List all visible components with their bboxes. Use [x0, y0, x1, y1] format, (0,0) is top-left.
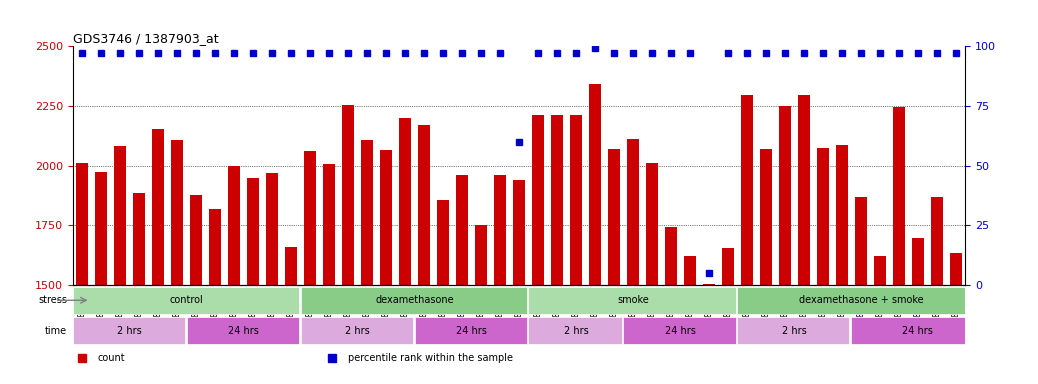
- Bar: [722, 248, 734, 384]
- Bar: [760, 149, 771, 384]
- Text: 2 hrs: 2 hrs: [782, 326, 807, 336]
- Bar: [475, 225, 487, 384]
- Text: 2 hrs: 2 hrs: [117, 326, 142, 336]
- FancyBboxPatch shape: [301, 317, 413, 344]
- Text: control: control: [170, 295, 203, 305]
- Bar: [817, 148, 828, 384]
- Text: 24 hrs: 24 hrs: [228, 326, 260, 336]
- Text: smoke: smoke: [617, 295, 649, 305]
- Bar: [741, 95, 753, 384]
- Bar: [798, 95, 810, 384]
- Bar: [114, 146, 126, 384]
- Bar: [285, 247, 297, 384]
- Bar: [703, 284, 714, 384]
- Bar: [437, 200, 448, 384]
- Bar: [304, 151, 316, 384]
- Bar: [514, 180, 524, 384]
- FancyBboxPatch shape: [414, 317, 526, 344]
- Text: 24 hrs: 24 hrs: [665, 326, 695, 336]
- FancyBboxPatch shape: [73, 317, 185, 344]
- Bar: [608, 149, 620, 384]
- Text: 2 hrs: 2 hrs: [564, 326, 589, 336]
- Bar: [95, 172, 107, 384]
- Bar: [134, 193, 145, 384]
- FancyBboxPatch shape: [737, 286, 982, 314]
- Bar: [627, 139, 638, 384]
- Text: percentile rank within the sample: percentile rank within the sample: [348, 353, 513, 363]
- Bar: [551, 115, 563, 384]
- Bar: [190, 195, 201, 384]
- FancyBboxPatch shape: [528, 286, 736, 314]
- Bar: [77, 163, 88, 384]
- Text: dexamethasone + smoke: dexamethasone + smoke: [798, 295, 923, 305]
- Bar: [324, 164, 335, 384]
- Text: count: count: [98, 353, 126, 363]
- Bar: [210, 209, 221, 384]
- Bar: [912, 238, 924, 384]
- Bar: [874, 257, 885, 384]
- Bar: [893, 107, 904, 384]
- FancyBboxPatch shape: [301, 286, 526, 314]
- Text: GDS3746 / 1387903_at: GDS3746 / 1387903_at: [73, 32, 218, 45]
- Bar: [400, 118, 411, 384]
- FancyBboxPatch shape: [73, 286, 299, 314]
- Bar: [665, 227, 677, 384]
- Text: 24 hrs: 24 hrs: [902, 326, 933, 336]
- Bar: [570, 115, 581, 384]
- Bar: [267, 173, 278, 384]
- Bar: [228, 166, 240, 384]
- FancyBboxPatch shape: [528, 317, 622, 344]
- Bar: [837, 145, 848, 384]
- Bar: [247, 177, 258, 384]
- Text: time: time: [45, 326, 67, 336]
- Bar: [684, 257, 695, 384]
- Bar: [950, 253, 961, 384]
- FancyBboxPatch shape: [187, 317, 299, 344]
- Bar: [153, 129, 164, 384]
- Bar: [780, 106, 791, 384]
- Text: 24 hrs: 24 hrs: [456, 326, 487, 336]
- FancyBboxPatch shape: [624, 317, 736, 344]
- FancyBboxPatch shape: [851, 317, 982, 344]
- Text: 2 hrs: 2 hrs: [346, 326, 370, 336]
- Bar: [931, 197, 943, 384]
- Bar: [457, 175, 468, 384]
- Bar: [380, 150, 391, 384]
- Bar: [532, 115, 544, 384]
- Text: stress: stress: [38, 295, 67, 305]
- Bar: [855, 197, 867, 384]
- Bar: [494, 175, 506, 384]
- Bar: [343, 104, 354, 384]
- Bar: [418, 125, 430, 384]
- Bar: [647, 163, 658, 384]
- FancyBboxPatch shape: [737, 317, 849, 344]
- Bar: [171, 141, 183, 384]
- Bar: [590, 84, 601, 384]
- Bar: [361, 141, 373, 384]
- Text: dexamethasone: dexamethasone: [375, 295, 454, 305]
